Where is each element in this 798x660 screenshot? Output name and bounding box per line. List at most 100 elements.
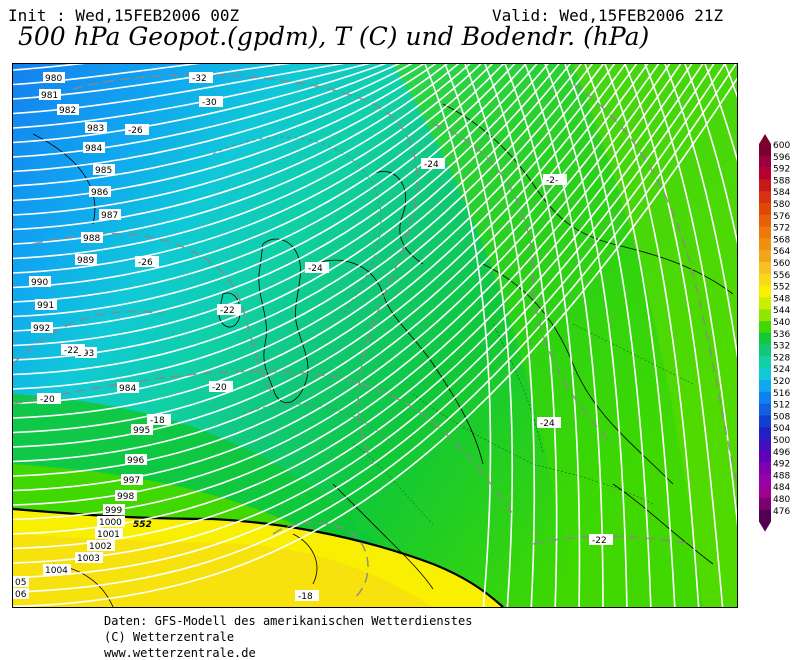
isobar-line: [13, 64, 516, 303]
legend-swatch: [759, 427, 771, 440]
legend-label: 544: [773, 306, 790, 316]
legend-swatch: [759, 144, 771, 157]
isobar-line-east: [664, 64, 737, 359]
pressure-label-bg: [43, 72, 65, 83]
isobar-line-east: [644, 64, 737, 527]
pressure-label: 05: [15, 578, 26, 588]
pressure-label: 996: [127, 456, 144, 466]
legend-label: 528: [773, 353, 790, 363]
legend-label: 516: [773, 389, 790, 399]
temperature-label-bg: [209, 381, 233, 392]
legend-bottom-arrow: [759, 521, 771, 532]
legend-swatch: [759, 297, 771, 310]
temperature-label: -18: [150, 416, 165, 426]
temperature-label-bg: [295, 590, 319, 601]
legend-swatch: [759, 309, 771, 322]
legend-label: 592: [773, 165, 790, 175]
legend-label: 488: [773, 471, 790, 481]
pressure-label: 992: [33, 324, 50, 334]
field-556: [13, 534, 433, 607]
legend-label: 484: [773, 483, 790, 493]
pressure-label: 1004: [45, 566, 68, 576]
contour-552: [13, 507, 504, 607]
temperature-label-bg: [199, 96, 223, 107]
temperature-label: -20: [212, 383, 227, 393]
pressure-label-bg: [121, 474, 143, 485]
legend-swatch: [759, 214, 771, 227]
legend-label: 584: [773, 188, 790, 198]
legend-swatch: [759, 474, 771, 487]
legend-swatch: [759, 191, 771, 204]
temperature-label-bg: [135, 256, 159, 267]
init-time: Init : Wed,15FEB2006 00Z: [8, 6, 240, 25]
isobar-line: [13, 77, 737, 607]
isobar-line: [13, 64, 425, 187]
isobar-line: [13, 64, 583, 390]
temperature-label: -22: [592, 536, 607, 546]
pressure-label: 988: [83, 234, 100, 244]
pressure-label-bg: [39, 89, 61, 100]
pressure-label-bg: [87, 540, 115, 551]
color-legend: 6005965925885845805765725685645605565525…: [759, 134, 790, 532]
temperature-label: -24: [308, 264, 323, 274]
footer-data-source: Daten: GFS-Modell des amerikanischen Wet…: [104, 614, 473, 628]
isobar-line: [13, 64, 605, 419]
pressure-label-bg: [29, 276, 51, 287]
isobar-line: [13, 64, 413, 173]
legend-swatch: [759, 262, 771, 275]
legend-label: 512: [773, 401, 790, 411]
legend-label: 588: [773, 176, 790, 186]
temperature-label-bg: [61, 344, 85, 355]
legend-swatch: [759, 203, 771, 216]
isobar-line: [13, 64, 494, 274]
isobar-line: [13, 64, 616, 434]
footer-copyright: (C) Wetterzentrale: [104, 630, 235, 644]
legend-label: 600: [773, 141, 790, 151]
pressure-label: 982: [59, 106, 76, 116]
isobar-line-east: [524, 64, 604, 607]
legend-label: 504: [773, 424, 790, 434]
legend-swatch: [759, 321, 771, 334]
isobar-line: [13, 64, 627, 448]
isobar-line: [13, 64, 460, 231]
temperature-label: -26: [128, 126, 143, 136]
legend-swatch: [759, 179, 771, 192]
isobar-line: [13, 64, 401, 158]
legend-label: 552: [773, 283, 790, 293]
pressure-label: 993: [77, 349, 94, 359]
pressure-label: 984: [85, 144, 102, 154]
legend-label: 576: [773, 212, 790, 222]
isobar-line: [13, 64, 726, 579]
legend-swatch: [759, 450, 771, 463]
weather-map: 980 981 982 983 984 985 986 987 988 989 990 991 992 9…: [12, 63, 738, 608]
pressure-label: 987: [101, 211, 118, 221]
isobar-line-east: [484, 64, 558, 607]
legend-label: 568: [773, 235, 790, 245]
legend-swatch: [759, 509, 771, 522]
legend-label: 580: [773, 200, 790, 210]
isobar-line: [13, 64, 549, 347]
legend-label: 520: [773, 377, 790, 387]
pressure-label: 998: [117, 492, 134, 502]
temperature-label-bg: [125, 124, 149, 135]
isobar-line-east: [584, 64, 676, 607]
legend-label: 532: [773, 342, 790, 352]
legend-swatch: [759, 238, 771, 251]
temperature-label-bg: [589, 534, 613, 545]
legend-label: 496: [773, 448, 790, 458]
isobar-line: [13, 64, 594, 405]
temperature-label: -26: [138, 258, 153, 268]
pressure-label: 985: [95, 166, 112, 176]
isobar-line: [13, 64, 571, 376]
isobar-line-east: [544, 64, 628, 607]
legend-label: 572: [773, 224, 790, 234]
isobar-line-east: [424, 64, 492, 607]
isobar-line-east: [564, 64, 652, 607]
isobar-line: [13, 64, 737, 593]
isobar-line: [13, 64, 482, 260]
pressure-label-bg: [13, 576, 29, 587]
legend-label: 492: [773, 460, 790, 470]
pressure-label: 1003: [77, 554, 100, 564]
pressure-label-bg: [43, 564, 71, 575]
valid-time: Valid: Wed,15FEB2006 21Z: [492, 6, 724, 25]
